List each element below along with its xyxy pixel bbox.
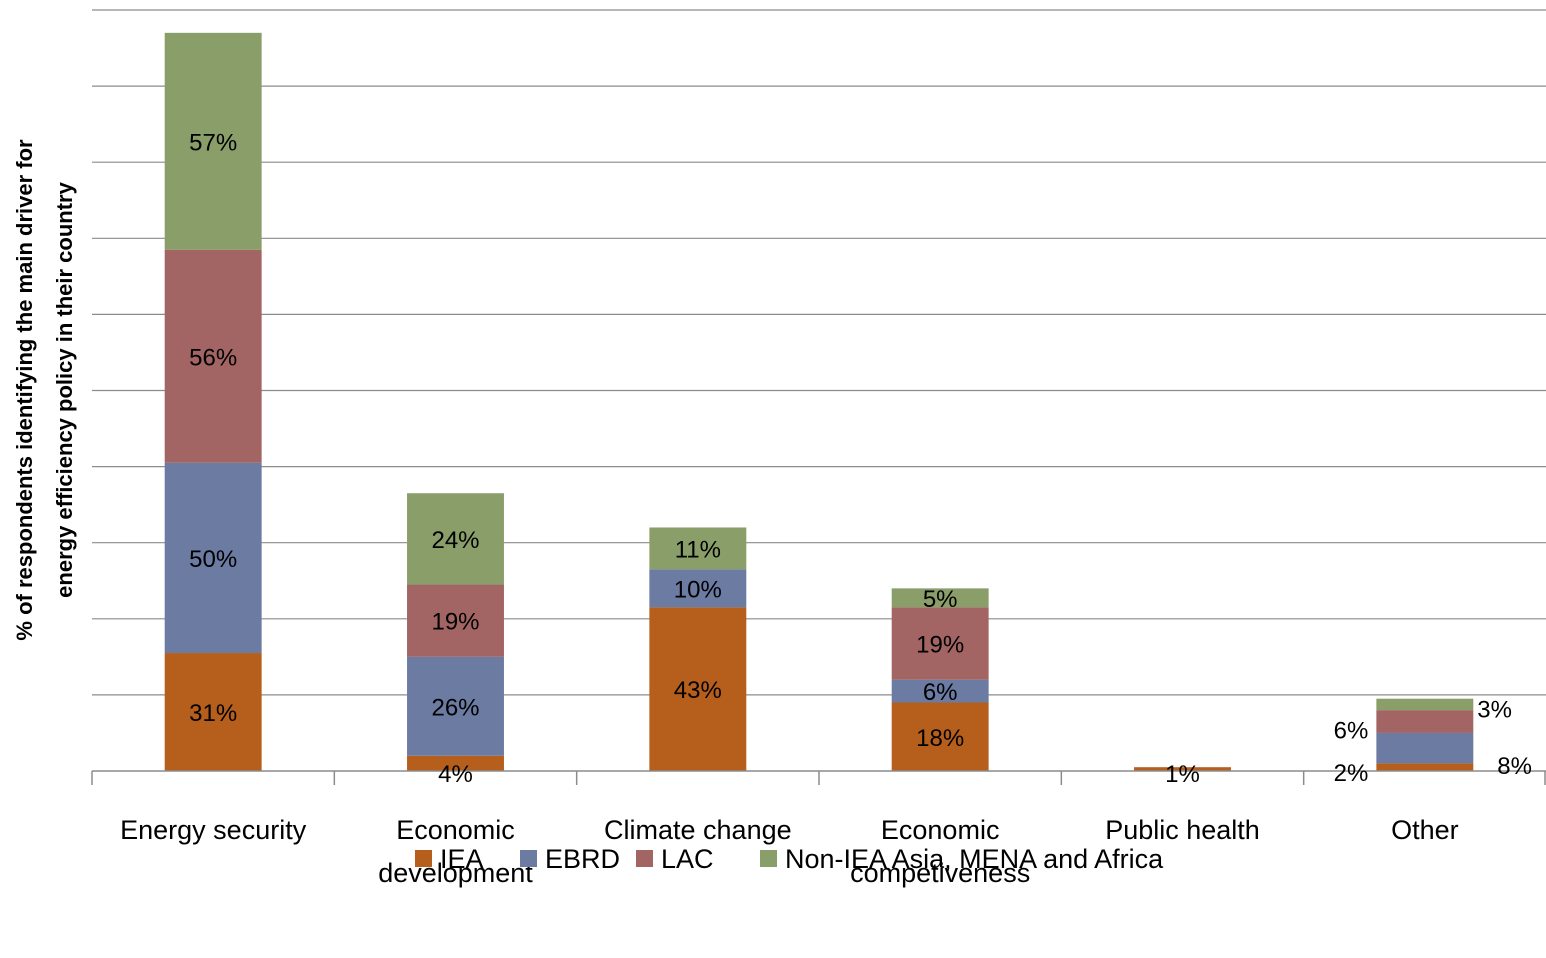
x-tick-label: development [378, 858, 533, 888]
bar-ebrd [649, 569, 747, 608]
legend-item: EBRD [520, 844, 620, 874]
legend-item: LAC [636, 844, 714, 874]
data-label: 1% [1165, 761, 1200, 788]
bar-ebrd [1376, 732, 1474, 764]
data-label: 19% [916, 632, 964, 659]
y-axis-title: % of respondents identifying the main dr… [12, 139, 77, 641]
data-label: 19% [431, 609, 479, 636]
bar-lac [891, 607, 989, 680]
bar-iea [1134, 767, 1231, 771]
data-label: 8% [1497, 753, 1532, 780]
gridlines [92, 9, 1546, 696]
bar-non-iea-asia-mena-and-africa [649, 527, 747, 570]
data-label: 10% [674, 576, 722, 603]
legend: IEA EBRD LAC Non-IEA Asia, MENA and Africa [415, 844, 1164, 874]
legend-swatch [520, 850, 537, 867]
x-tick-label: Economic [396, 815, 515, 845]
data-label: 57% [189, 129, 237, 156]
bar-iea [649, 607, 747, 771]
x-tick-label: Other [1391, 815, 1459, 845]
bar-non-iea-asia-mena-and-africa [1376, 698, 1474, 711]
data-label: 56% [189, 344, 237, 371]
data-label: 3% [1477, 697, 1512, 724]
bar-iea [164, 653, 262, 771]
data-label: 5% [923, 586, 958, 613]
legend-swatch [760, 850, 777, 867]
bar-non-iea-asia-mena-and-africa [891, 588, 989, 608]
legend-item: Non-IEA Asia, MENA and Africa [760, 844, 1164, 874]
data-label: 6% [923, 679, 958, 706]
bar-iea [891, 702, 989, 771]
data-label: 50% [189, 546, 237, 573]
x-tick-label: Economic [881, 815, 1000, 845]
data-label: 2% [1334, 760, 1369, 787]
legend-item: IEA [415, 844, 484, 874]
bar-lac [164, 249, 262, 463]
data-label: 18% [916, 725, 964, 752]
data-label: 31% [189, 700, 237, 727]
bars [164, 32, 1474, 771]
data-label: 26% [431, 694, 479, 721]
bar-lac [1376, 710, 1474, 733]
data-labels: 31% 50% 56% 57% 4% 26% 19% 24% 43% 10% 11% 18% 6% 19%… [189, 129, 1532, 788]
x-axis [91, 770, 1546, 785]
y-axis-title-line-2: energy efficiency policy in their countr… [52, 181, 77, 597]
bar-lac [407, 584, 504, 657]
y-axis-title-line-1: % of respondents identifying the main dr… [12, 139, 37, 641]
bar-ebrd [407, 656, 504, 756]
data-label: 4% [438, 761, 473, 788]
legend-label: LAC [661, 844, 714, 874]
x-tick-labels: Energy security Economic development Climat… [120, 815, 1458, 888]
x-tick-label: competiveness [850, 858, 1030, 888]
bar-iea [407, 755, 504, 771]
bar-non-iea-asia-mena-and-africa [407, 493, 504, 585]
bar-iea [1376, 763, 1474, 771]
legend-label: IEA [440, 844, 484, 874]
data-label: 24% [431, 527, 479, 554]
data-label: 11% [675, 536, 721, 563]
legend-label: Non-IEA Asia, MENA and Africa [785, 844, 1164, 874]
legend-label: EBRD [545, 844, 620, 874]
bar-non-iea-asia-mena-and-africa [164, 32, 262, 250]
legend-swatch [636, 850, 653, 867]
bar-ebrd [164, 462, 262, 654]
x-tick-label: Climate change [604, 815, 792, 845]
data-label: 43% [674, 677, 722, 704]
bar-ebrd [891, 679, 989, 703]
legend-swatch [415, 850, 432, 867]
data-label: 6% [1334, 718, 1369, 745]
x-tick-label: Public health [1105, 815, 1260, 845]
x-tick-label: Energy security [120, 815, 307, 845]
